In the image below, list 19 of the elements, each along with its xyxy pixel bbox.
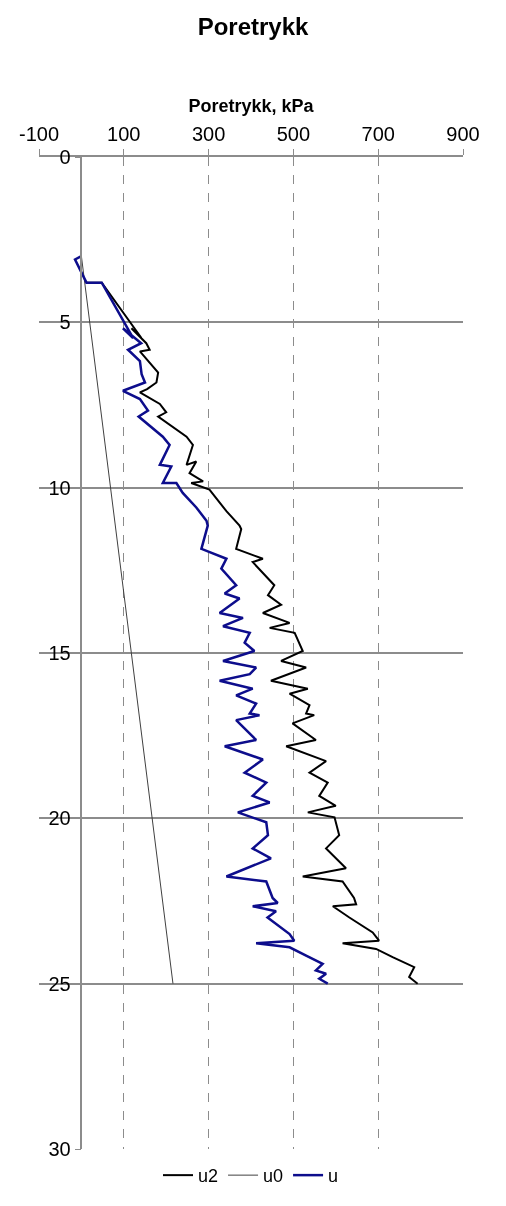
line-series (73, 254, 329, 985)
y-tick-label: 0 (59, 146, 71, 168)
y-tick-label: 25 (48, 972, 71, 995)
x-tick-label: 700 (361, 123, 395, 146)
chart-title: Poretrykk (197, 12, 310, 40)
x-tick-label: 500 (276, 123, 311, 146)
y-tick-label: 15 (48, 642, 71, 664)
x-axis-title: Poretrykk, kPa (188, 95, 315, 116)
x-tick-label: 900 (446, 123, 480, 146)
y-tick-label: 30 (48, 1138, 71, 1160)
legend-label: u (328, 1166, 339, 1187)
y-tick-label: 10 (48, 476, 71, 499)
legend-label: u2 (198, 1166, 219, 1187)
x-tick-label: 100 (107, 123, 141, 146)
y-tick-label: 5 (59, 311, 71, 334)
y-tick-label: 20 (48, 807, 71, 830)
legend-label: u0 (263, 1166, 284, 1187)
x-tick-label: 300 (191, 123, 226, 146)
x-tick-label: -100 (18, 123, 60, 146)
